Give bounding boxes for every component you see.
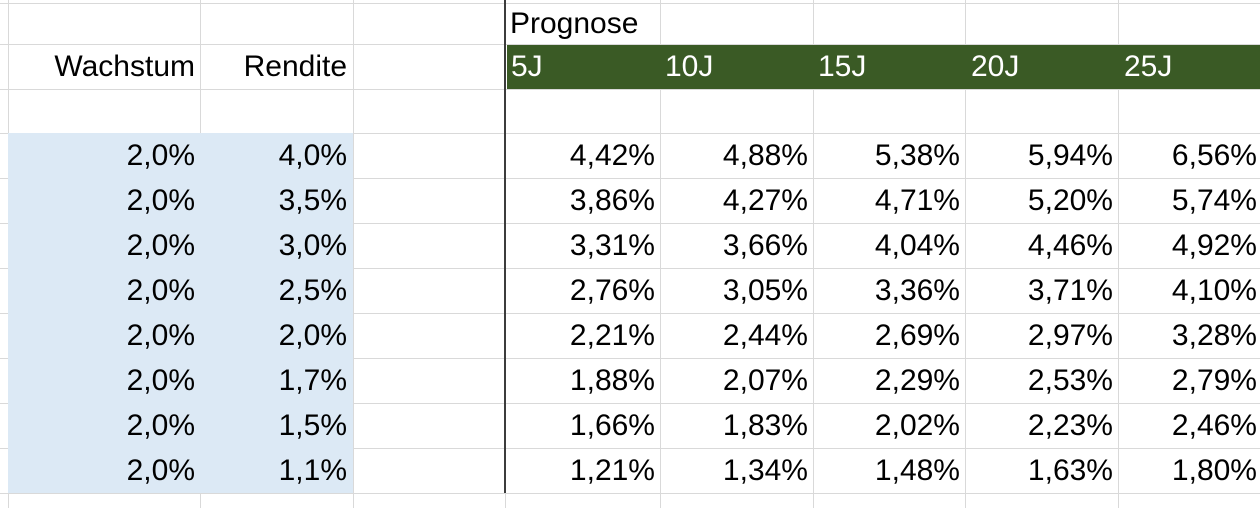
cell-wachstum[interactable]: 2,0%	[126, 274, 195, 307]
table-row: 2,0% 3,5% 3,86% 4,27% 4,71% 5,20% 5,74%	[0, 178, 1260, 223]
cell-10j[interactable]: 4,88%	[722, 139, 808, 172]
cell-25j[interactable]: 6,56%	[1171, 139, 1257, 172]
cell-20j[interactable]: 4,46%	[1027, 229, 1113, 262]
cell-20j[interactable]: 2,53%	[1027, 364, 1113, 397]
cell-15j[interactable]: 2,69%	[874, 319, 960, 352]
cell-25j[interactable]: 4,92%	[1171, 229, 1257, 262]
cell-10j[interactable]: 1,34%	[722, 454, 808, 487]
cell-10j[interactable]: 2,07%	[722, 364, 808, 397]
cell-5j[interactable]: 4,42%	[569, 139, 655, 172]
gridline-horizontal	[0, 358, 1260, 359]
table-row: 2,0% 2,0% 2,21% 2,44% 2,69% 2,97% 3,28%	[0, 313, 1260, 358]
gridline-vertical	[660, 0, 661, 508]
gridline-vertical	[353, 0, 354, 508]
column-header-25j[interactable]: 25J	[1124, 50, 1173, 83]
cell-10j[interactable]: 3,05%	[722, 274, 808, 307]
gridline-horizontal	[0, 133, 1260, 134]
gridline-horizontal	[0, 44, 1260, 45]
gridline-horizontal	[0, 313, 1260, 314]
table-row: 2,0% 1,1% 1,21% 1,34% 1,48% 1,63% 1,80%	[0, 448, 1260, 493]
cell-wachstum[interactable]: 2,0%	[126, 139, 195, 172]
cell-25j[interactable]: 1,80%	[1171, 454, 1257, 487]
gridline-horizontal	[0, 178, 1260, 179]
cell-20j[interactable]: 5,20%	[1027, 184, 1113, 217]
cell-25j[interactable]: 4,10%	[1171, 274, 1257, 307]
gridline-horizontal	[0, 3, 1260, 4]
cell-15j[interactable]: 4,71%	[874, 184, 960, 217]
gridline-horizontal	[0, 448, 1260, 449]
gridline-vertical	[965, 0, 966, 508]
cell-wachstum[interactable]: 2,0%	[126, 364, 195, 397]
cell-10j[interactable]: 4,27%	[722, 184, 808, 217]
cell-25j[interactable]: 5,74%	[1171, 184, 1257, 217]
gridline-horizontal	[0, 493, 1260, 494]
gridline-vertical	[1118, 0, 1119, 508]
cell-rendite[interactable]: 1,1%	[278, 454, 347, 487]
gridline-horizontal	[0, 403, 1260, 404]
cell-15j[interactable]: 2,29%	[874, 364, 960, 397]
cell-rendite[interactable]: 2,0%	[278, 319, 347, 352]
column-header-5j[interactable]: 5J	[511, 50, 543, 83]
cell-5j[interactable]: 1,66%	[569, 409, 655, 442]
column-header-15j[interactable]: 15J	[818, 50, 867, 83]
cell-rendite[interactable]: 1,5%	[278, 409, 347, 442]
table-row: 2,0% 4,0% 4,42% 4,88% 5,38% 5,94% 6,56%	[0, 133, 1260, 178]
cell-15j[interactable]: 2,02%	[874, 409, 960, 442]
cell-10j[interactable]: 1,83%	[722, 409, 808, 442]
cell-5j[interactable]: 3,86%	[569, 184, 655, 217]
gridline-horizontal	[0, 223, 1260, 224]
cell-wachstum[interactable]: 2,0%	[126, 184, 195, 217]
table-row: 2,0% 2,5% 2,76% 3,05% 3,36% 3,71% 4,10%	[0, 268, 1260, 313]
cell-rendite[interactable]: 3,5%	[278, 184, 347, 217]
cell-5j[interactable]: 3,31%	[569, 229, 655, 262]
cell-wachstum[interactable]: 2,0%	[126, 319, 195, 352]
input-cells-highlight	[8, 133, 353, 493]
cell-10j[interactable]: 3,66%	[722, 229, 808, 262]
table-row: 2,0% 3,0% 3,31% 3,66% 4,04% 4,46% 4,92%	[0, 223, 1260, 268]
table-row: 2,0% 1,7% 1,88% 2,07% 2,29% 2,53% 2,79%	[0, 358, 1260, 403]
cell-20j[interactable]: 2,97%	[1027, 319, 1113, 352]
table-row: 2,0% 1,5% 1,66% 1,83% 2,02% 2,23% 2,46%	[0, 403, 1260, 448]
cell-wachstum[interactable]: 2,0%	[126, 409, 195, 442]
cell-25j[interactable]: 3,28%	[1171, 319, 1257, 352]
cell-5j[interactable]: 1,21%	[569, 454, 655, 487]
gridline-horizontal	[0, 89, 1260, 90]
cell-20j[interactable]: 1,63%	[1027, 454, 1113, 487]
cell-rendite[interactable]: 2,5%	[278, 274, 347, 307]
cell-25j[interactable]: 2,46%	[1171, 409, 1257, 442]
cell-20j[interactable]: 3,71%	[1027, 274, 1113, 307]
cell-15j[interactable]: 1,48%	[874, 454, 960, 487]
cell-wachstum[interactable]: 2,0%	[126, 229, 195, 262]
cell-15j[interactable]: 5,38%	[874, 139, 960, 172]
column-header-rendite[interactable]: Rendite	[243, 50, 347, 83]
column-header-10j[interactable]: 10J	[665, 50, 714, 83]
column-header-20j[interactable]: 20J	[971, 50, 1020, 83]
cell-wachstum[interactable]: 2,0%	[126, 454, 195, 487]
cell-rendite[interactable]: 1,7%	[278, 364, 347, 397]
cell-15j[interactable]: 3,36%	[874, 274, 960, 307]
gridline-horizontal	[0, 268, 1260, 269]
cell-rendite[interactable]: 4,0%	[278, 139, 347, 172]
table-divider-line	[504, 0, 506, 493]
cell-5j[interactable]: 2,76%	[569, 274, 655, 307]
cell-20j[interactable]: 2,23%	[1027, 409, 1113, 442]
prognose-title: Prognose	[510, 7, 639, 40]
cell-rendite[interactable]: 3,0%	[278, 229, 347, 262]
cell-10j[interactable]: 2,44%	[722, 319, 808, 352]
cell-20j[interactable]: 5,94%	[1027, 139, 1113, 172]
cell-25j[interactable]: 2,79%	[1171, 364, 1257, 397]
cell-5j[interactable]: 1,88%	[569, 364, 655, 397]
cell-5j[interactable]: 2,21%	[569, 319, 655, 352]
cell-15j[interactable]: 4,04%	[874, 229, 960, 262]
prognose-header-band	[507, 45, 1260, 89]
gridline-vertical	[813, 0, 814, 508]
column-header-wachstum[interactable]: Wachstum	[54, 50, 195, 83]
